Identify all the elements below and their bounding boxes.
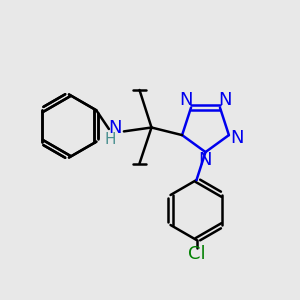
Text: N: N <box>109 119 122 137</box>
Text: N: N <box>218 91 232 109</box>
Text: H: H <box>104 132 116 147</box>
Text: N: N <box>199 151 212 169</box>
Text: N: N <box>231 129 244 147</box>
Text: N: N <box>179 91 193 109</box>
Text: Cl: Cl <box>188 245 205 263</box>
